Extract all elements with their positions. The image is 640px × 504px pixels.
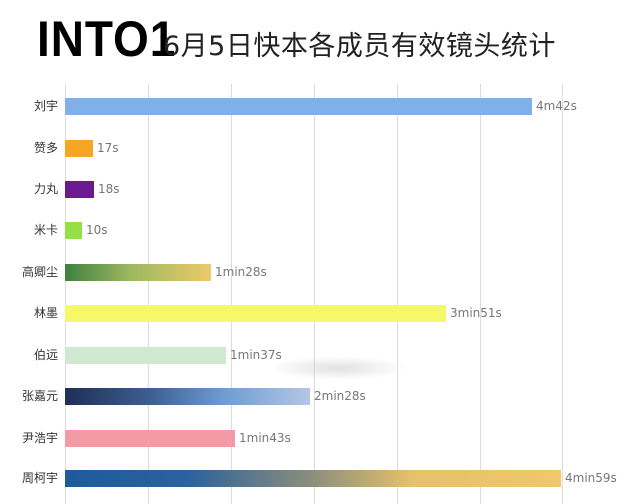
bar	[65, 222, 82, 239]
category-label: 伯远	[33, 348, 58, 362]
bar	[65, 140, 93, 157]
value-label: 1min37s	[230, 348, 282, 362]
gridline	[65, 84, 66, 504]
category-label: 尹浩宇	[21, 431, 58, 445]
value-label: 17s	[97, 141, 119, 155]
category-label: 高卿尘	[21, 265, 58, 279]
gridline	[397, 84, 398, 504]
bar-row: 尹浩宇 1min43s	[0, 430, 640, 447]
bar-row: 刘宇 4m42s	[0, 98, 640, 115]
bar-row: 张嘉元 2min28s	[0, 388, 640, 405]
bar	[65, 181, 94, 198]
category-label: 刘宇	[33, 99, 58, 113]
bar-row: 赞多 17s	[0, 140, 640, 157]
bar-chart-plot: 刘宇 4m42s 赞多 17s 力丸 18s 米卡 10s 高卿尘 1min28…	[0, 84, 640, 504]
gridline	[314, 84, 315, 504]
bar	[65, 470, 561, 487]
bar-row: 高卿尘 1min28s	[0, 264, 640, 281]
bar	[65, 430, 235, 447]
bar-row: 周柯宇 4min59s	[0, 470, 640, 487]
bar-row: 力丸 18s	[0, 181, 640, 198]
value-label: 1min28s	[215, 265, 267, 279]
watermark-blur	[268, 356, 408, 380]
gridline	[562, 84, 563, 504]
bar-row: 米卡 10s	[0, 222, 640, 239]
value-label: 18s	[98, 182, 120, 196]
bar-row: 伯远 1min37s	[0, 347, 640, 364]
category-label: 赞多	[33, 141, 58, 155]
value-label: 10s	[86, 223, 108, 237]
logo: INTO1	[37, 11, 177, 67]
bar	[65, 264, 211, 281]
category-label: 张嘉元	[21, 389, 58, 403]
category-label: 周柯宇	[21, 471, 58, 485]
category-label: 米卡	[33, 223, 58, 237]
category-label: 力丸	[33, 182, 58, 196]
value-label: 4m42s	[536, 99, 577, 113]
bar	[65, 347, 226, 364]
chart-title: 6月5日快本各成员有效镜头统计	[163, 31, 556, 62]
gridline	[480, 84, 481, 504]
gridline	[231, 84, 232, 504]
bar	[65, 98, 532, 115]
bar	[65, 388, 310, 405]
value-label: 3min51s	[450, 306, 502, 320]
category-label: 林墨	[33, 306, 58, 320]
bar	[65, 305, 446, 322]
value-label: 2min28s	[314, 389, 366, 403]
gridline	[148, 84, 149, 504]
value-label: 1min43s	[239, 431, 291, 445]
bar-row: 林墨 3min51s	[0, 305, 640, 322]
value-label: 4min59s	[565, 471, 617, 485]
